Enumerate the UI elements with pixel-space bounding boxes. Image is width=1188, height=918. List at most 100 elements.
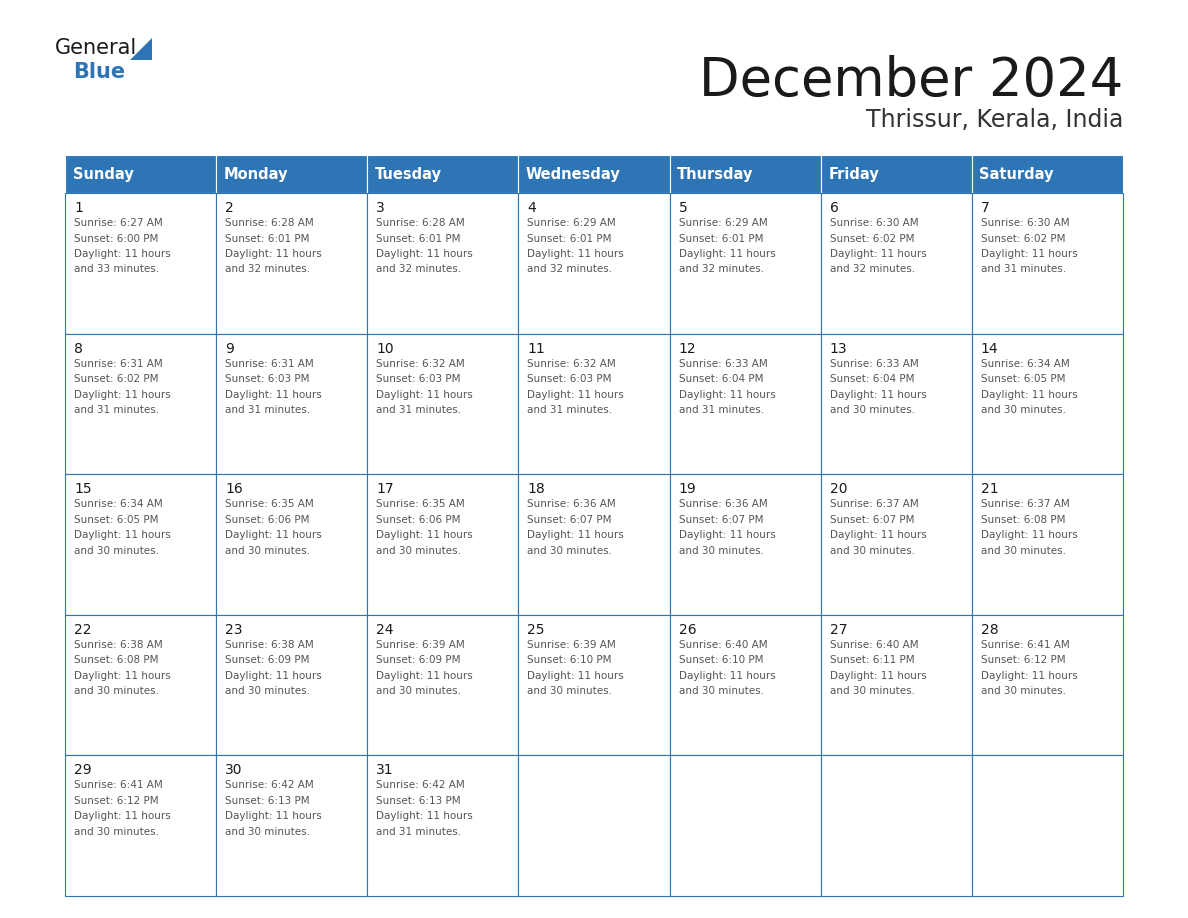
- Text: Sunrise: 6:38 AM: Sunrise: 6:38 AM: [74, 640, 163, 650]
- Bar: [65, 615, 216, 756]
- Text: Daylight: 11 hours: Daylight: 11 hours: [226, 812, 322, 822]
- Text: 22: 22: [74, 622, 91, 637]
- Text: Sunset: 6:00 PM: Sunset: 6:00 PM: [74, 233, 158, 243]
- Text: Daylight: 11 hours: Daylight: 11 hours: [377, 531, 473, 540]
- Text: 19: 19: [678, 482, 696, 497]
- Text: Sunset: 6:09 PM: Sunset: 6:09 PM: [377, 655, 461, 666]
- Bar: [972, 756, 1123, 896]
- Text: Daylight: 11 hours: Daylight: 11 hours: [74, 531, 171, 540]
- Text: and 30 minutes.: and 30 minutes.: [226, 545, 310, 555]
- Text: 17: 17: [377, 482, 394, 497]
- Text: 27: 27: [829, 622, 847, 637]
- Text: Sunset: 6:01 PM: Sunset: 6:01 PM: [527, 233, 612, 243]
- Text: Sunrise: 6:37 AM: Sunrise: 6:37 AM: [981, 499, 1069, 509]
- Text: Sunrise: 6:39 AM: Sunrise: 6:39 AM: [527, 640, 617, 650]
- Text: Daylight: 11 hours: Daylight: 11 hours: [74, 671, 171, 681]
- Text: Sunset: 6:06 PM: Sunset: 6:06 PM: [226, 515, 310, 525]
- Text: and 30 minutes.: and 30 minutes.: [377, 545, 461, 555]
- Text: Daylight: 11 hours: Daylight: 11 hours: [74, 249, 171, 259]
- Bar: [65, 475, 216, 615]
- Text: 12: 12: [678, 341, 696, 355]
- Text: 6: 6: [829, 201, 839, 215]
- Text: Sunrise: 6:42 AM: Sunrise: 6:42 AM: [226, 780, 314, 790]
- Text: and 30 minutes.: and 30 minutes.: [226, 687, 310, 696]
- Text: and 30 minutes.: and 30 minutes.: [829, 545, 915, 555]
- Text: and 32 minutes.: and 32 minutes.: [226, 264, 310, 274]
- Text: Daylight: 11 hours: Daylight: 11 hours: [981, 389, 1078, 399]
- Text: Daylight: 11 hours: Daylight: 11 hours: [226, 671, 322, 681]
- Text: 10: 10: [377, 341, 394, 355]
- Text: Sunset: 6:13 PM: Sunset: 6:13 PM: [226, 796, 310, 806]
- Text: Sunset: 6:10 PM: Sunset: 6:10 PM: [678, 655, 763, 666]
- Text: and 30 minutes.: and 30 minutes.: [678, 687, 764, 696]
- Text: Sunset: 6:13 PM: Sunset: 6:13 PM: [377, 796, 461, 806]
- Text: Blue: Blue: [72, 62, 125, 82]
- Bar: [65, 333, 216, 475]
- Text: Sunset: 6:08 PM: Sunset: 6:08 PM: [74, 655, 158, 666]
- Text: 11: 11: [527, 341, 545, 355]
- Text: Sunrise: 6:30 AM: Sunrise: 6:30 AM: [829, 218, 918, 228]
- Text: and 30 minutes.: and 30 minutes.: [527, 687, 613, 696]
- Text: Daylight: 11 hours: Daylight: 11 hours: [527, 531, 624, 540]
- Text: Sunrise: 6:36 AM: Sunrise: 6:36 AM: [678, 499, 767, 509]
- Text: Saturday: Saturday: [979, 166, 1054, 182]
- Text: and 30 minutes.: and 30 minutes.: [74, 545, 159, 555]
- Text: Sunset: 6:07 PM: Sunset: 6:07 PM: [678, 515, 763, 525]
- Text: Tuesday: Tuesday: [375, 166, 442, 182]
- Text: 14: 14: [981, 341, 999, 355]
- Text: Sunset: 6:04 PM: Sunset: 6:04 PM: [678, 375, 763, 384]
- Bar: [670, 333, 821, 475]
- Text: Daylight: 11 hours: Daylight: 11 hours: [377, 249, 473, 259]
- Text: Sunrise: 6:39 AM: Sunrise: 6:39 AM: [377, 640, 466, 650]
- Bar: [367, 475, 518, 615]
- Text: Daylight: 11 hours: Daylight: 11 hours: [678, 531, 776, 540]
- Text: December 2024: December 2024: [699, 55, 1123, 107]
- Text: Monday: Monday: [223, 166, 289, 182]
- Text: Sunrise: 6:30 AM: Sunrise: 6:30 AM: [981, 218, 1069, 228]
- Text: Sunset: 6:05 PM: Sunset: 6:05 PM: [981, 375, 1066, 384]
- Text: Daylight: 11 hours: Daylight: 11 hours: [527, 249, 624, 259]
- Text: Sunrise: 6:29 AM: Sunrise: 6:29 AM: [678, 218, 767, 228]
- Text: Sunset: 6:07 PM: Sunset: 6:07 PM: [829, 515, 915, 525]
- Bar: [972, 193, 1123, 333]
- Text: and 32 minutes.: and 32 minutes.: [678, 264, 764, 274]
- Text: Daylight: 11 hours: Daylight: 11 hours: [678, 249, 776, 259]
- Text: Sunday: Sunday: [72, 166, 133, 182]
- Text: and 32 minutes.: and 32 minutes.: [527, 264, 613, 274]
- Text: Sunrise: 6:28 AM: Sunrise: 6:28 AM: [226, 218, 314, 228]
- Bar: [670, 155, 821, 193]
- Bar: [216, 193, 367, 333]
- Text: and 31 minutes.: and 31 minutes.: [74, 405, 159, 415]
- Text: Daylight: 11 hours: Daylight: 11 hours: [829, 531, 927, 540]
- Text: Sunrise: 6:34 AM: Sunrise: 6:34 AM: [981, 359, 1069, 369]
- Text: 3: 3: [377, 201, 385, 215]
- Text: Sunset: 6:03 PM: Sunset: 6:03 PM: [527, 375, 612, 384]
- Text: Daylight: 11 hours: Daylight: 11 hours: [981, 249, 1078, 259]
- Text: Daylight: 11 hours: Daylight: 11 hours: [377, 671, 473, 681]
- Bar: [65, 756, 216, 896]
- Bar: [670, 756, 821, 896]
- Bar: [216, 615, 367, 756]
- Text: Sunset: 6:07 PM: Sunset: 6:07 PM: [527, 515, 612, 525]
- Text: Sunset: 6:08 PM: Sunset: 6:08 PM: [981, 515, 1066, 525]
- Bar: [216, 475, 367, 615]
- Text: Daylight: 11 hours: Daylight: 11 hours: [74, 389, 171, 399]
- Text: Sunset: 6:09 PM: Sunset: 6:09 PM: [226, 655, 310, 666]
- Text: Sunset: 6:01 PM: Sunset: 6:01 PM: [377, 233, 461, 243]
- Text: 26: 26: [678, 622, 696, 637]
- Text: Sunrise: 6:32 AM: Sunrise: 6:32 AM: [377, 359, 466, 369]
- Text: and 31 minutes.: and 31 minutes.: [981, 264, 1066, 274]
- Text: and 30 minutes.: and 30 minutes.: [74, 687, 159, 696]
- Text: Sunrise: 6:40 AM: Sunrise: 6:40 AM: [678, 640, 767, 650]
- Text: Sunrise: 6:31 AM: Sunrise: 6:31 AM: [226, 359, 314, 369]
- Text: Sunrise: 6:28 AM: Sunrise: 6:28 AM: [377, 218, 466, 228]
- Bar: [367, 333, 518, 475]
- Text: 4: 4: [527, 201, 536, 215]
- Text: Daylight: 11 hours: Daylight: 11 hours: [226, 531, 322, 540]
- Text: and 30 minutes.: and 30 minutes.: [981, 405, 1066, 415]
- Text: Sunrise: 6:37 AM: Sunrise: 6:37 AM: [829, 499, 918, 509]
- Text: 23: 23: [226, 622, 242, 637]
- Bar: [367, 756, 518, 896]
- Bar: [367, 193, 518, 333]
- Text: and 30 minutes.: and 30 minutes.: [377, 687, 461, 696]
